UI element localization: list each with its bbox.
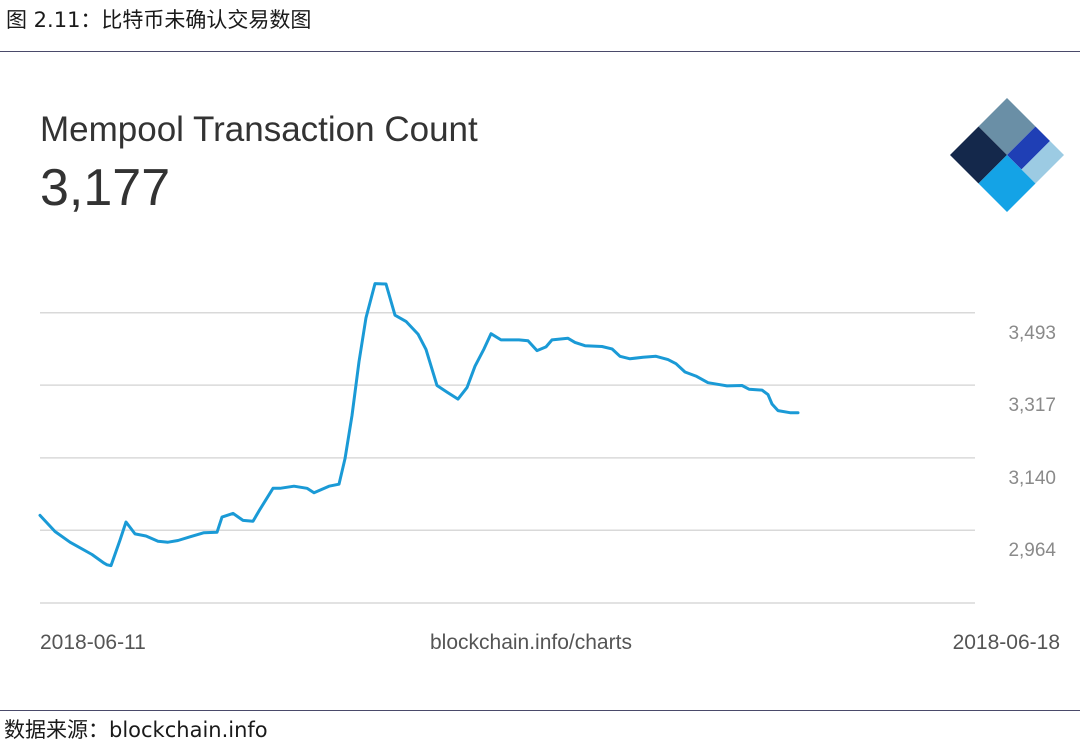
chart-title: Mempool Transaction Count <box>40 110 478 149</box>
source-note: 数据来源：blockchain.info <box>4 718 268 742</box>
y-tick-labels: 3,493 3,317 3,140 2,964 <box>1008 323 1056 561</box>
chart-attribution-link[interactable]: blockchain.info/charts <box>430 631 632 654</box>
x-axis-start-label: 2018-06-11 <box>40 631 146 654</box>
series-line-mempool <box>38 282 800 568</box>
y-tick-label: 3,493 <box>1008 323 1056 344</box>
y-tick-label: 3,317 <box>1008 395 1056 416</box>
logo-bright-square <box>978 155 1036 212</box>
grid-lines <box>40 312 975 604</box>
logo-light-square <box>1021 141 1064 184</box>
y-tick-label: 3,140 <box>1008 468 1056 489</box>
y-tick-label: 2,964 <box>1008 540 1056 561</box>
x-axis-end-label: 2018-06-18 <box>952 631 1060 654</box>
logo-blue-square <box>1007 126 1050 170</box>
caption-divider <box>0 51 1080 52</box>
current-value: 3,177 <box>40 159 171 217</box>
blockchain-diamond-logo-icon <box>950 98 1064 212</box>
source-divider <box>0 710 1080 711</box>
figure-caption: 图 2.11：比特币未确认交易数图 <box>6 8 312 32</box>
